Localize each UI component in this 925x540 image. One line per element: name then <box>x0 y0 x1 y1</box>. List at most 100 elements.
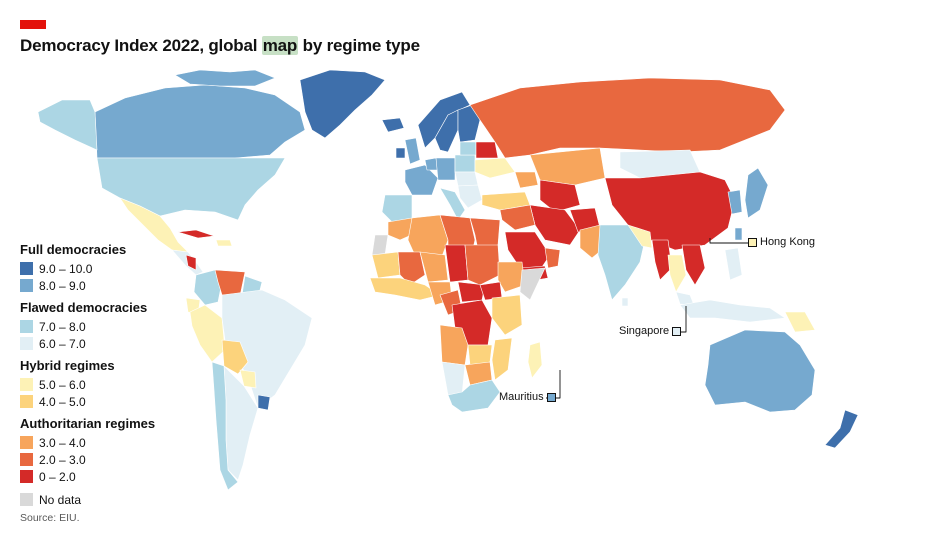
legend-item: 2.0 – 3.0 <box>20 451 155 468</box>
region-indonesia <box>679 299 786 323</box>
region-hispaniola <box>215 239 233 247</box>
region-central-europe <box>454 171 479 187</box>
region-bolivia <box>221 339 249 375</box>
title-text-end: by regime type <box>298 36 420 55</box>
map-legend: Full democracies 9.0 – 10.0 8.0 – 9.0 Flawe… <box>20 242 155 508</box>
region-iraq-syria <box>499 204 536 231</box>
legend-swatch-no-data <box>20 493 33 506</box>
legend-swatch <box>20 395 33 408</box>
legend-item: 6.0 – 7.0 <box>20 335 155 352</box>
region-taiwan <box>734 227 743 241</box>
legend-label: 2.0 – 3.0 <box>39 452 86 467</box>
region-balkans <box>457 184 483 209</box>
hong-kong-marker <box>748 237 757 247</box>
region-new-zealand <box>824 409 859 449</box>
region-nepal-bangladesh <box>627 224 653 249</box>
region-sudan <box>464 244 501 286</box>
legend-item: 3.0 – 4.0 <box>20 434 155 451</box>
region-greenland <box>299 69 386 139</box>
legend-label: 5.0 – 6.0 <box>39 377 86 392</box>
legend-group-title: Flawed democracies <box>20 300 148 315</box>
legend-swatch <box>20 453 33 466</box>
legend-item: 4.0 – 5.0 <box>20 393 155 410</box>
region-somalia <box>519 267 546 301</box>
legend-swatch <box>20 320 33 333</box>
region-mauritania <box>371 251 401 279</box>
region-uruguay <box>257 394 271 411</box>
region-kazakhstan <box>529 147 606 186</box>
region-japan <box>744 167 769 219</box>
mauritius-callout: Mauritius <box>499 391 556 403</box>
region-baltics <box>459 141 477 156</box>
legend-swatch <box>20 279 33 292</box>
region-ethiopia <box>497 261 526 293</box>
region-iceland <box>381 117 405 133</box>
region-west-africa-coast <box>369 277 441 301</box>
legend-item: 8.0 – 9.0 <box>20 277 155 294</box>
title-text-start: Democracy Index 2022, global <box>20 36 262 55</box>
region-chile <box>211 361 239 491</box>
legend-label: 8.0 – 9.0 <box>39 278 86 293</box>
region-ireland <box>395 147 406 159</box>
legend-label: 6.0 – 7.0 <box>39 336 86 351</box>
region-south-africa <box>447 379 501 413</box>
region-central-asia-south <box>539 179 581 213</box>
region-oman <box>544 247 561 269</box>
region-mali <box>397 251 426 286</box>
region-canada <box>94 84 306 159</box>
region-germany <box>435 157 456 181</box>
legend-label: 4.0 – 5.0 <box>39 394 86 409</box>
legend-swatch <box>20 436 33 449</box>
region-uk <box>404 137 421 165</box>
legend-swatch <box>20 262 33 275</box>
region-australia <box>704 329 816 413</box>
region-caucasus <box>514 171 539 189</box>
legend-label: 7.0 – 8.0 <box>39 319 86 334</box>
hong-kong-leader <box>709 238 748 244</box>
region-thailand <box>667 254 687 293</box>
legend-item: 5.0 – 6.0 <box>20 376 155 393</box>
region-niger <box>419 251 449 283</box>
region-east-africa <box>491 294 523 336</box>
world-map <box>37 69 859 491</box>
region-ukraine <box>474 157 516 179</box>
region-belarus <box>475 141 499 159</box>
legend-label: 0 – 2.0 <box>39 469 76 484</box>
region-brazil <box>221 289 313 409</box>
legend-item: 7.0 – 8.0 <box>20 318 155 335</box>
hong-kong-label: Hong Kong <box>760 236 816 248</box>
region-peru <box>189 304 226 363</box>
mauritius-label: Mauritius <box>499 391 544 403</box>
region-sri-lanka <box>621 297 629 307</box>
region-chad <box>444 244 469 283</box>
region-russia <box>469 77 786 159</box>
region-cuba <box>177 229 215 239</box>
region-korea <box>727 189 743 215</box>
region-iberia <box>381 194 413 223</box>
region-philippines <box>724 247 743 281</box>
region-namibia <box>441 361 466 396</box>
region-arctic-islands <box>174 69 276 87</box>
legend-group-title: Authoritarian regimes <box>20 416 156 431</box>
legend-swatch <box>20 470 33 483</box>
legend-item: 9.0 – 10.0 <box>20 260 155 277</box>
singapore-marker <box>672 326 682 336</box>
singapore-label: Singapore <box>619 325 670 337</box>
page-title: Democracy Index 2022, global map by regi… <box>20 36 420 56</box>
title-highlight: map <box>261 36 299 55</box>
hong-kong-callout: Hong Kong <box>748 236 815 248</box>
legend-swatch <box>20 378 33 391</box>
legend-label: 3.0 – 4.0 <box>39 435 86 450</box>
region-paraguay <box>239 369 257 389</box>
legend-item: 0 – 2.0 <box>20 468 155 485</box>
region-alaska <box>37 99 98 151</box>
region-france <box>404 164 439 196</box>
legend-label: 9.0 – 10.0 <box>39 261 93 276</box>
singapore-callout: Singapore <box>619 325 682 337</box>
region-usa <box>96 157 286 221</box>
legend-label-no-data: No data <box>39 492 82 507</box>
region-angola <box>439 324 469 366</box>
mauritius-marker <box>546 392 556 402</box>
region-italy <box>439 187 466 221</box>
region-poland <box>454 154 476 173</box>
